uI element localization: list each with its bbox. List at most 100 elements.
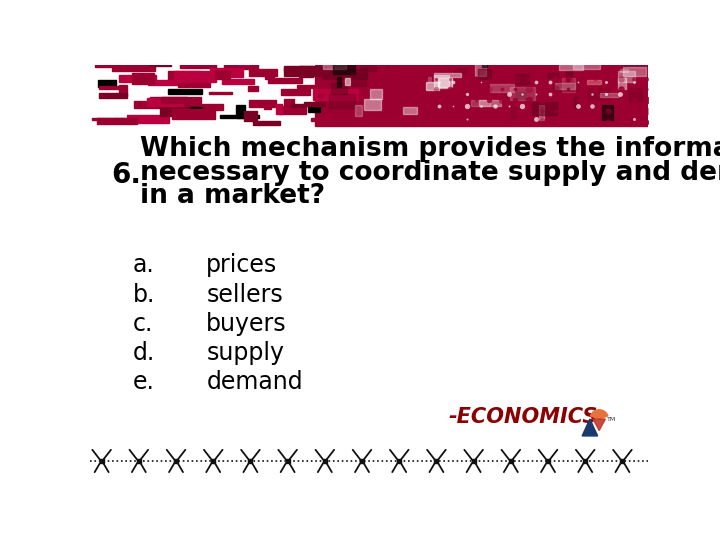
Bar [264, 101, 271, 109]
Bar [291, 104, 305, 106]
Bar [279, 106, 305, 114]
Bar [210, 69, 243, 77]
Bar [562, 78, 575, 92]
Polygon shape [582, 419, 598, 436]
Bar [284, 99, 294, 107]
Bar [209, 92, 232, 94]
Bar [112, 63, 155, 71]
Bar [248, 69, 277, 76]
Bar [438, 78, 452, 87]
Bar [134, 102, 161, 107]
Text: e.: e. [132, 370, 155, 395]
Bar [620, 69, 628, 72]
Bar [119, 75, 156, 83]
Bar [554, 84, 575, 89]
Text: -ECONOMICS-: -ECONOMICS- [448, 408, 606, 428]
Bar [323, 57, 346, 69]
Bar [168, 89, 202, 94]
Bar [318, 93, 323, 97]
Bar [426, 82, 438, 90]
Text: in a market?: in a market? [140, 183, 325, 208]
Bar [333, 59, 355, 75]
Bar [97, 80, 117, 87]
Bar [313, 89, 358, 100]
Polygon shape [593, 419, 606, 430]
Bar [618, 78, 626, 90]
Bar [428, 77, 431, 80]
Bar [351, 73, 366, 85]
Bar [238, 58, 250, 65]
Bar [95, 63, 135, 66]
Bar [315, 65, 648, 126]
Bar [284, 66, 325, 77]
Bar [475, 63, 486, 77]
Bar [573, 57, 600, 70]
Bar [120, 85, 127, 96]
Bar [99, 86, 125, 89]
Bar [308, 105, 320, 112]
Bar [92, 118, 125, 120]
Bar [236, 105, 245, 116]
Bar [276, 104, 282, 114]
Bar [510, 87, 535, 100]
Bar [623, 67, 646, 76]
Bar [127, 115, 168, 123]
Bar [337, 77, 341, 87]
Bar [224, 61, 258, 69]
Bar [99, 93, 127, 98]
Bar [629, 88, 642, 101]
Text: necessary to coordinate supply and demand: necessary to coordinate supply and deman… [140, 159, 720, 186]
Bar [364, 99, 381, 110]
Text: Which mechanism provides the information: Which mechanism provides the information [140, 137, 720, 163]
Text: b.: b. [132, 283, 155, 307]
Bar [386, 53, 390, 69]
Bar [532, 102, 557, 116]
Bar [300, 66, 313, 77]
Bar [172, 109, 215, 119]
Text: c.: c. [132, 312, 153, 336]
Bar [316, 62, 359, 68]
Bar [193, 73, 233, 76]
Bar [478, 69, 491, 79]
Bar [161, 97, 202, 103]
Bar [321, 106, 348, 111]
Bar [253, 121, 279, 125]
Text: a.: a. [132, 253, 154, 278]
Bar [624, 58, 644, 67]
Bar [248, 86, 258, 91]
Bar [284, 68, 303, 71]
Bar [222, 79, 254, 84]
Bar [184, 104, 223, 110]
Text: demand: demand [206, 370, 303, 395]
Bar [150, 97, 186, 101]
Text: supply: supply [206, 341, 284, 365]
Bar [515, 73, 528, 84]
Bar [331, 83, 347, 94]
Bar [482, 57, 487, 67]
Text: 6.: 6. [112, 161, 142, 189]
Bar [403, 107, 417, 114]
Bar [323, 68, 367, 79]
Bar [168, 71, 200, 82]
Bar [455, 69, 467, 73]
Bar [472, 100, 490, 106]
Bar [249, 100, 276, 107]
Bar [329, 94, 355, 109]
Bar [160, 107, 203, 117]
Bar [97, 118, 137, 124]
Wedge shape [590, 410, 608, 419]
Bar [148, 80, 185, 85]
Text: d.: d. [132, 341, 155, 365]
Bar [281, 89, 310, 96]
Bar [539, 105, 544, 120]
Text: TM: TM [607, 417, 616, 422]
Bar [433, 75, 449, 88]
Bar [370, 89, 382, 99]
Bar [345, 78, 350, 85]
Bar [588, 87, 608, 100]
Bar [132, 73, 153, 84]
Bar [552, 84, 578, 91]
Text: buyers: buyers [206, 312, 287, 336]
Bar [361, 65, 377, 71]
Bar [490, 84, 514, 92]
